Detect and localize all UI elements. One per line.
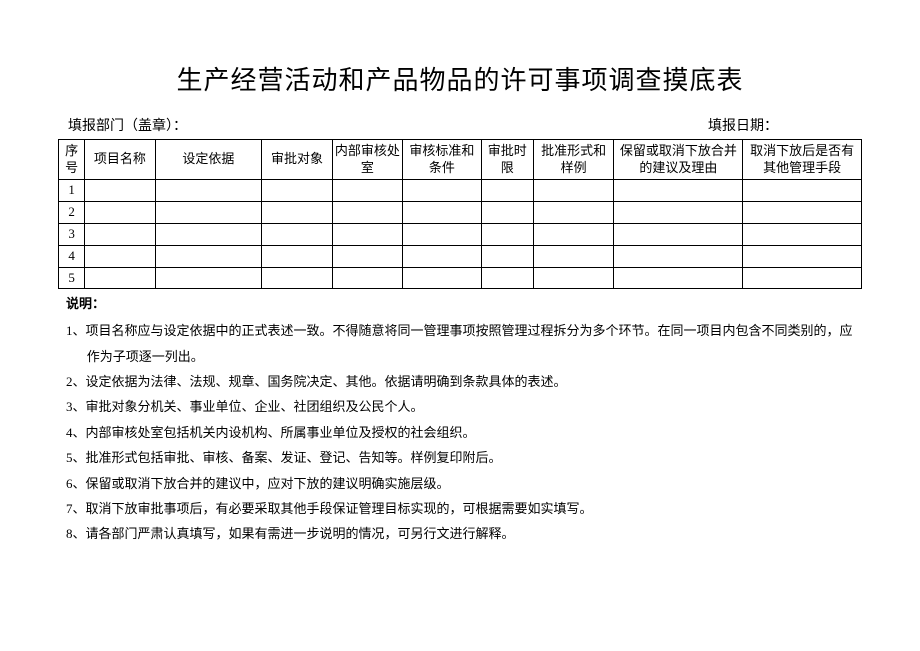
cell [614,223,743,245]
col-project-name: 项目名称 [85,140,155,180]
cell [85,223,155,245]
note-item: 8、请各部门严肃认真填写，如果有需进一步说明的情况，可另行文进行解释。 [66,521,862,546]
cell [481,267,533,289]
cell [262,267,332,289]
cell [614,245,743,267]
table-row: 2 [59,201,862,223]
col-limit: 审批时限 [481,140,533,180]
col-form: 批准形式和样例 [533,140,614,180]
cell [614,180,743,202]
cell [743,245,862,267]
cell [155,223,262,245]
note-item: 1、项目名称应与设定依据中的正式表述一致。不得随意将同一管理事项按照管理过程拆分… [66,318,862,369]
col-standard: 审核标准和条件 [403,140,481,180]
row-seq: 1 [59,180,85,202]
cell [533,180,614,202]
survey-table: 序号 项目名称 设定依据 审批对象 内部审核处室 审核标准和条件 审批时限 批准… [58,139,862,289]
cell [262,245,332,267]
col-office: 内部审核处室 [332,140,402,180]
cell [403,245,481,267]
cell [481,245,533,267]
note-item: 4、内部审核处室包括机关内设机构、所属事业单位及授权的社会组织。 [66,420,862,445]
notes-label: 说明： [66,293,862,312]
meta-row: 填报部门（盖章）： 填报日期： [58,115,862,135]
cell [743,201,862,223]
row-seq: 2 [59,201,85,223]
cell [743,180,862,202]
cell [332,223,402,245]
cell [332,267,402,289]
note-item: 6、保留或取消下放合并的建议中，应对下放的建议明确实施层级。 [66,471,862,496]
cell [743,223,862,245]
cell [155,267,262,289]
fill-date-label: 填报日期： [708,115,778,135]
table-row: 4 [59,245,862,267]
cell [332,245,402,267]
cell [533,201,614,223]
notes-section: 1、项目名称应与设定依据中的正式表述一致。不得随意将同一管理事项按照管理过程拆分… [58,318,862,546]
filler-dept-label: 填报部门（盖章）： [68,115,187,135]
col-target: 审批对象 [262,140,332,180]
cell [262,180,332,202]
cell [155,245,262,267]
cell [481,223,533,245]
col-other: 取消下放后是否有其他管理手段 [743,140,862,180]
table-body: 12345 [59,180,862,289]
cell [85,201,155,223]
note-item: 7、取消下放审批事项后，有必要采取其他手段保证管理目标实现的，可根据需要如实填写… [66,496,862,521]
note-item: 3、审批对象分机关、事业单位、企业、社团组织及公民个人。 [66,394,862,419]
cell [533,245,614,267]
table-row: 5 [59,267,862,289]
cell [332,180,402,202]
cell [85,245,155,267]
row-seq: 4 [59,245,85,267]
cell [155,180,262,202]
cell [262,223,332,245]
cell [332,201,402,223]
note-item: 5、批准形式包括审批、审核、备案、发证、登记、告知等。样例复印附后。 [66,445,862,470]
cell [403,180,481,202]
cell [743,267,862,289]
col-suggestion: 保留或取消下放合并的建议及理由 [614,140,743,180]
row-seq: 5 [59,267,85,289]
cell [85,267,155,289]
cell [481,201,533,223]
col-seq: 序号 [59,140,85,180]
col-basis: 设定依据 [155,140,262,180]
cell [155,201,262,223]
table-row: 1 [59,180,862,202]
cell [403,267,481,289]
row-seq: 3 [59,223,85,245]
cell [614,201,743,223]
cell [403,201,481,223]
table-row: 3 [59,223,862,245]
cell [85,180,155,202]
cell [614,267,743,289]
cell [481,180,533,202]
page-title: 生产经营活动和产品物品的许可事项调查摸底表 [58,60,862,97]
table-header-row: 序号 项目名称 设定依据 审批对象 内部审核处室 审核标准和条件 审批时限 批准… [59,140,862,180]
cell [262,201,332,223]
cell [533,223,614,245]
note-item: 2、设定依据为法律、法规、规章、国务院决定、其他。依据请明确到条款具体的表述。 [66,369,862,394]
cell [533,267,614,289]
cell [403,223,481,245]
